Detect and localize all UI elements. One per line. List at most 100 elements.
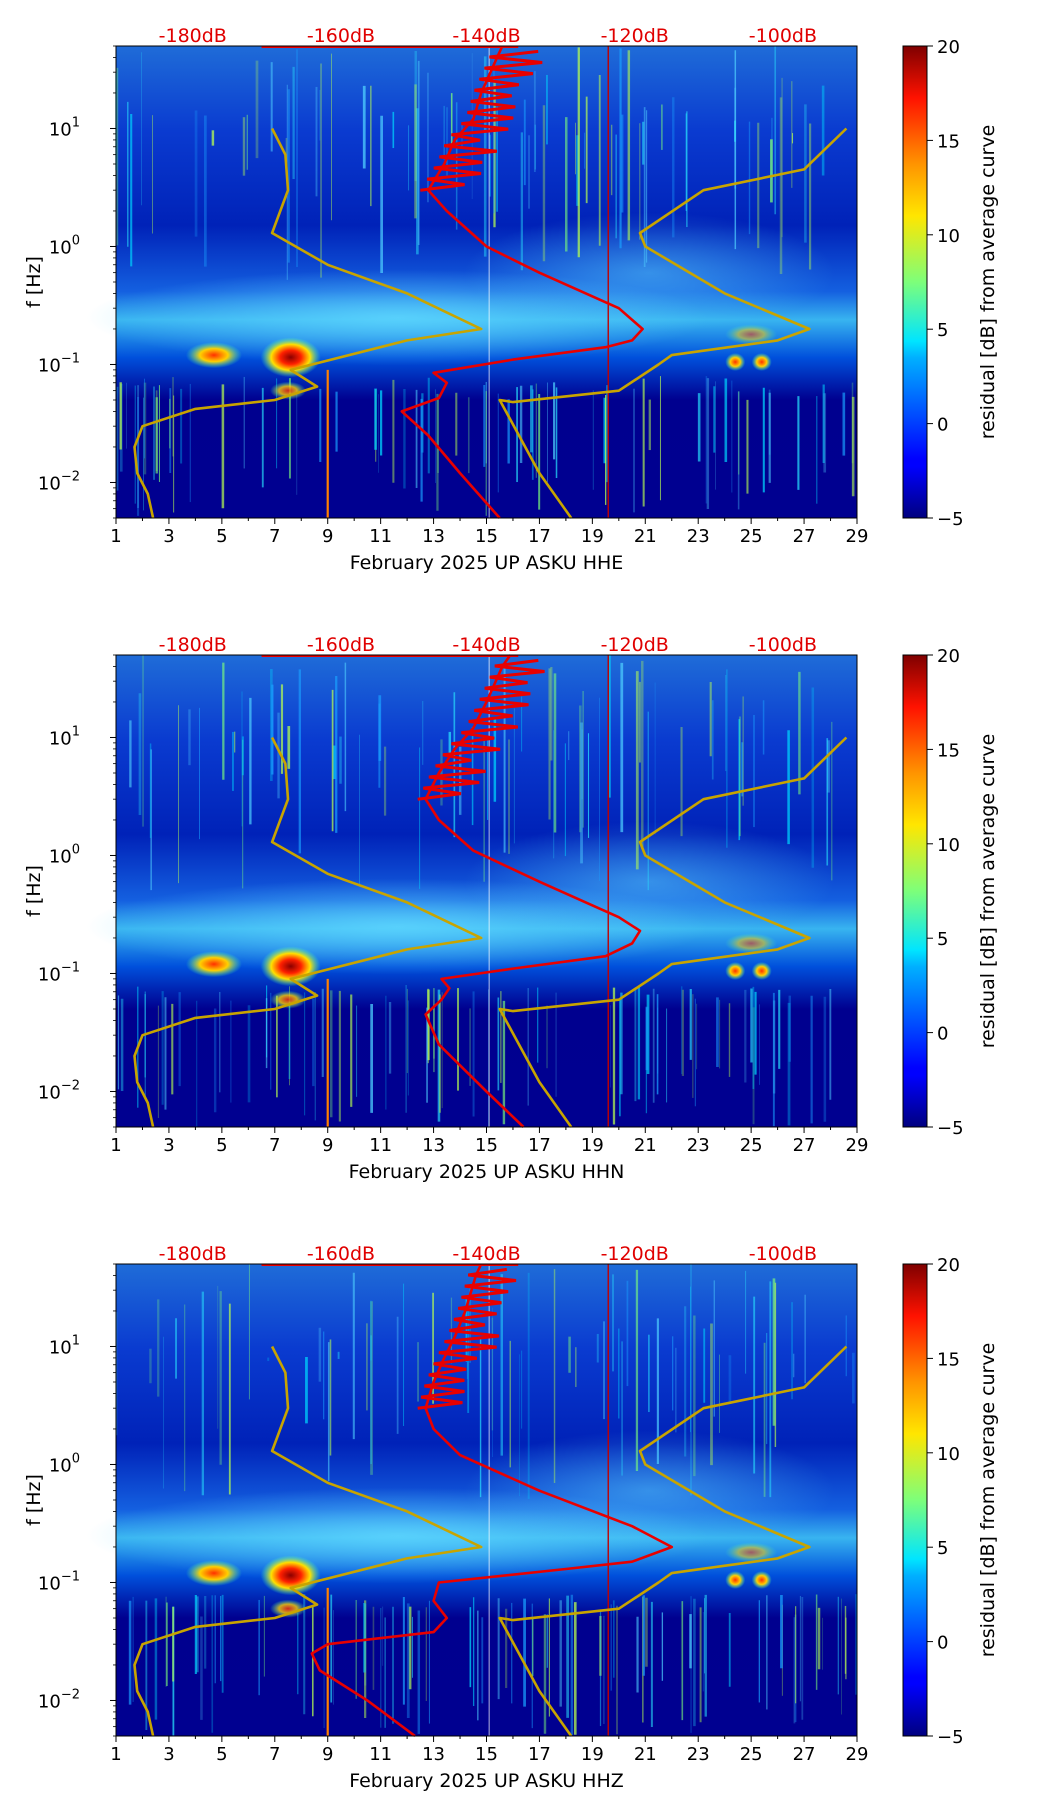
x-tick-label: 27 bbox=[793, 526, 816, 547]
top-db-label: -160dB bbox=[307, 1243, 375, 1265]
colorbar-label: residual [dB] from average curve bbox=[977, 1343, 999, 1658]
x-tick-label: 15 bbox=[475, 526, 498, 547]
microseism-haze bbox=[464, 1430, 835, 1551]
hot-spot bbox=[185, 1560, 242, 1587]
series-line-3-detail bbox=[420, 49, 543, 192]
spectrogram bbox=[86, 46, 857, 518]
colorbar-tick-label: 10 bbox=[937, 226, 960, 247]
x-tick-label: 11 bbox=[369, 1135, 392, 1156]
colorbar-label: residual [dB] from average curve bbox=[977, 125, 999, 440]
hot-spot bbox=[725, 324, 778, 345]
x-tick-label: 15 bbox=[475, 1135, 498, 1156]
x-tick-label: 13 bbox=[422, 526, 445, 547]
x-tick-label: 29 bbox=[846, 1744, 869, 1765]
y-tick-exponent: 1 bbox=[72, 115, 80, 130]
y-axis-label: f [Hz] bbox=[23, 1474, 45, 1526]
y-tick-exponent: −2 bbox=[61, 1687, 80, 1702]
y-tick-exponent: −1 bbox=[61, 960, 80, 975]
x-tick-label: 19 bbox=[581, 1744, 604, 1765]
y-tick-base: 10 bbox=[49, 237, 72, 258]
x-tick-label: 9 bbox=[322, 1744, 333, 1765]
x-tick-label: 15 bbox=[475, 1744, 498, 1765]
colorbar-gradient bbox=[902, 1263, 928, 1737]
x-tick-label: 23 bbox=[687, 526, 710, 547]
top-db-label: -120dB bbox=[601, 1243, 669, 1265]
colorbar-tick-label: 20 bbox=[937, 1255, 960, 1276]
y-tick-base: 10 bbox=[49, 119, 72, 140]
x-tick-label: 17 bbox=[528, 1135, 551, 1156]
x-tick-label: 27 bbox=[793, 1135, 816, 1156]
y-tick-base: 10 bbox=[49, 1337, 72, 1358]
colorbar: −5 0 5 10 15 20 residual [dB] from average cur… bbox=[902, 37, 999, 530]
y-tick-exponent: −2 bbox=[61, 1078, 80, 1093]
series-line-3-detail bbox=[417, 658, 545, 801]
colorbar-tick-label: 15 bbox=[937, 131, 960, 152]
spectrogram bbox=[86, 655, 857, 1127]
y-tick-exponent: −2 bbox=[61, 469, 80, 484]
series-line-1 bbox=[133, 736, 483, 1128]
noise-streaks bbox=[115, 46, 855, 516]
hot-spot bbox=[270, 381, 307, 400]
colorbar: −5 0 5 10 15 20 residual [dB] from average cur… bbox=[902, 646, 999, 1139]
top-db-label: -140dB bbox=[452, 25, 520, 47]
hot-spot bbox=[185, 342, 242, 369]
y-tick-base: 10 bbox=[38, 1573, 61, 1594]
colorbar-gradient bbox=[902, 45, 928, 519]
y-tick-base: 10 bbox=[38, 964, 61, 985]
top-db-label: -120dB bbox=[601, 634, 669, 656]
x-tick-label: 29 bbox=[846, 526, 869, 547]
hot-spot bbox=[751, 961, 772, 980]
noise-streaks bbox=[115, 1264, 857, 1736]
y-tick-label: 10−2 bbox=[38, 1078, 80, 1103]
x-tick-label: 9 bbox=[322, 1135, 333, 1156]
x-tick-label: 7 bbox=[269, 1135, 280, 1156]
top-db-label: -100dB bbox=[749, 634, 817, 656]
series-line-1 bbox=[133, 1345, 483, 1737]
y-tick-base: 10 bbox=[38, 1691, 61, 1712]
x-tick-label: 11 bbox=[369, 1744, 392, 1765]
colorbar-tick-label: 10 bbox=[937, 835, 960, 856]
series-line-3-detail bbox=[417, 1267, 517, 1410]
y-axis-label: f [Hz] bbox=[23, 256, 45, 308]
colorbar-tick-label: 5 bbox=[937, 1538, 948, 1559]
x-tick-label: 23 bbox=[687, 1744, 710, 1765]
y-tick-label: 10−1 bbox=[38, 960, 80, 985]
top-db-label: -160dB bbox=[307, 634, 375, 656]
colorbar-tick-label: 0 bbox=[937, 415, 948, 436]
y-tick-base: 10 bbox=[49, 846, 72, 867]
y-tick-exponent: 0 bbox=[72, 233, 80, 248]
x-axis-label: February 2025 UP ASKU HHE bbox=[350, 552, 624, 574]
y-tick-label: 100 bbox=[49, 842, 80, 867]
y-tick-label: 100 bbox=[49, 233, 80, 258]
noise-streaks bbox=[117, 655, 833, 1127]
hot-spot bbox=[725, 961, 746, 980]
colorbar-label: residual [dB] from average curve bbox=[977, 734, 999, 1049]
y-tick-label: 100 bbox=[49, 1451, 80, 1476]
x-tick-label: 5 bbox=[216, 526, 227, 547]
y-tick-exponent: −1 bbox=[61, 1569, 80, 1584]
y-tick-base: 10 bbox=[38, 473, 61, 494]
x-tick-label: 7 bbox=[269, 1744, 280, 1765]
x-tick-label: 25 bbox=[740, 526, 763, 547]
y-tick-base: 10 bbox=[49, 728, 72, 749]
y-tick-label: 101 bbox=[49, 115, 80, 140]
top-db-label: -180dB bbox=[159, 634, 227, 656]
x-axis-label: February 2025 UP ASKU HHN bbox=[349, 1161, 625, 1183]
hot-spot bbox=[725, 1542, 778, 1563]
x-tick-label: 25 bbox=[740, 1744, 763, 1765]
x-tick-label: 11 bbox=[369, 526, 392, 547]
x-tick-label: 9 bbox=[322, 526, 333, 547]
series-line-2 bbox=[498, 736, 848, 1128]
top-db-label: -160dB bbox=[307, 25, 375, 47]
y-tick-exponent: 0 bbox=[72, 1451, 80, 1466]
spectrogram bbox=[86, 1264, 857, 1736]
colorbar-tick-label: −5 bbox=[937, 509, 964, 530]
hot-spot bbox=[751, 1570, 772, 1589]
y-tick-label: 101 bbox=[49, 1333, 80, 1358]
colorbar-tick-label: 15 bbox=[937, 1349, 960, 1370]
x-tick-label: 1 bbox=[110, 1135, 121, 1156]
